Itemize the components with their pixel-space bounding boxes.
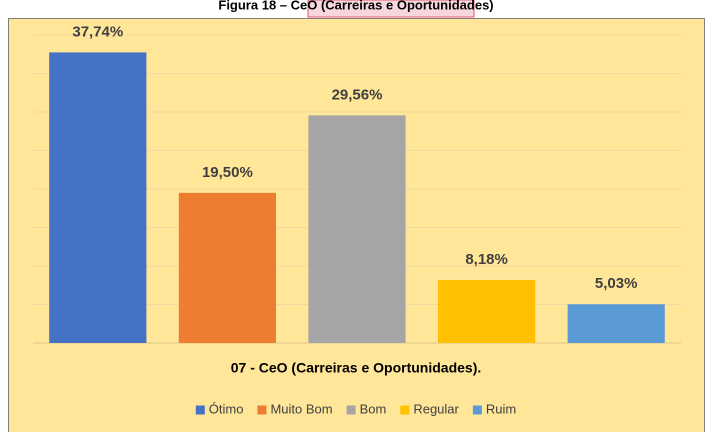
bar	[308, 115, 406, 343]
legend-swatch	[400, 405, 410, 415]
bar	[567, 304, 665, 343]
x-axis-label: 07 - CeO (Carreiras e Oportunidades).	[231, 360, 482, 376]
chart-title: Figura 18 – CeO (Carreiras e Oportunidad…	[218, 0, 493, 12]
legend-label: Regular	[413, 401, 459, 416]
data-label: 29,56%	[332, 86, 383, 103]
data-label: 5,03%	[595, 275, 638, 292]
highlight	[307, 0, 475, 18]
legend-swatch	[346, 405, 356, 415]
bar	[438, 280, 536, 343]
legend-swatch	[257, 405, 267, 415]
data-label: 37,74%	[72, 23, 123, 40]
legend-label: Bom	[360, 401, 387, 416]
data-label: 8,18%	[465, 251, 508, 268]
data-label: 19,50%	[202, 164, 253, 181]
legend-swatch	[195, 405, 205, 415]
legend-label: Muito Bom	[270, 401, 332, 416]
bar	[178, 192, 276, 343]
legend-swatch	[472, 405, 482, 415]
legend-label: Ruim	[486, 401, 516, 416]
legend-label: Ótimo	[209, 401, 244, 416]
bar	[49, 52, 147, 343]
